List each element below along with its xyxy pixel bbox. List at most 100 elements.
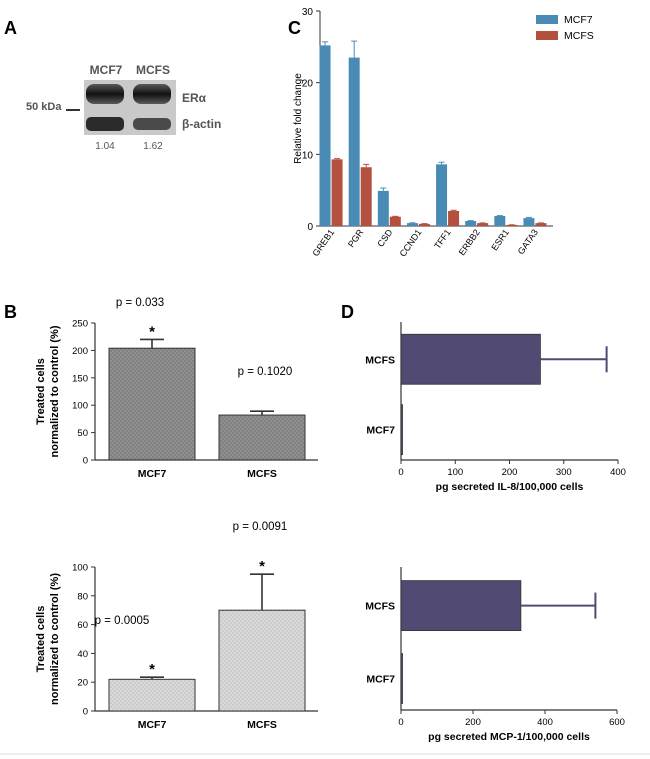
bar-mcfs xyxy=(506,224,518,226)
band-label-actin: β-actin xyxy=(182,117,221,131)
bar-mcf7 xyxy=(400,653,403,704)
p-value-label: p = 0.1020 xyxy=(238,366,293,378)
chart-c-fold-change: 0 10 20 30 Relative fold change GREB1 PGR CSD CC… xyxy=(293,7,594,259)
y-tick-label: 0 xyxy=(83,707,88,718)
bar-mcf7 xyxy=(406,223,418,226)
panel-label-d: D xyxy=(341,302,354,322)
y-tick-label: 30 xyxy=(302,7,314,18)
y-tick-label: 0 xyxy=(307,222,313,233)
band-label-era: ERα xyxy=(182,91,207,105)
x-tick-label: GATA3 xyxy=(516,227,540,256)
band-actin-mcfs xyxy=(133,118,171,130)
y-tick-label: 0 xyxy=(83,456,88,467)
x-tick-label: 300 xyxy=(556,467,572,478)
chart-b1-treated-cells: 0 50 100 150 200 250 Treated cells normalized t… xyxy=(35,297,318,480)
bar-mcfs xyxy=(448,210,460,226)
bar-mcf7 xyxy=(319,45,331,227)
significance-star: * xyxy=(149,661,155,678)
chart-d1-il8: 0 100 200 300 400 pg secreted IL-8/100,000 ce… xyxy=(365,322,626,493)
x-axis-label: pg secreted MCP-1/100,000 cells xyxy=(428,731,590,743)
y-tick-label: 20 xyxy=(302,79,314,90)
legend-label-mcf7: MCF7 xyxy=(564,14,593,26)
y-tick-label: 250 xyxy=(72,319,88,330)
y-axis-label: Treated cells xyxy=(35,606,47,673)
legend-swatch-mcf7 xyxy=(536,15,558,24)
bar-mcfs xyxy=(389,216,401,226)
y-tick-label: 80 xyxy=(77,591,88,602)
p-value-label: p = 0.0091 xyxy=(233,521,288,533)
y-tick-label: 200 xyxy=(72,346,88,357)
p-value-label: p = 0.0005 xyxy=(95,615,150,627)
x-tick-label: 400 xyxy=(537,717,553,728)
bar-mcfs xyxy=(400,333,541,385)
y-tick-label: 10 xyxy=(302,150,314,161)
panel-label-c: C xyxy=(288,18,301,38)
bar-mcfs xyxy=(418,223,430,226)
chart-d2-mcp1: 0 200 400 600 pg secreted MCP-1/100,000 cell… xyxy=(365,567,625,743)
bar-mcfs xyxy=(218,609,306,712)
y-tick-label: 100 xyxy=(72,401,88,412)
lane-label-mcf7: MCF7 xyxy=(90,63,123,77)
x-tick-label: CCND1 xyxy=(398,227,424,258)
x-tick-label: 0 xyxy=(398,467,403,478)
band-era-mcfs xyxy=(133,84,171,104)
panel-label-a: A xyxy=(4,18,17,38)
ratio-mcfs: 1.62 xyxy=(143,141,163,152)
x-tick-label: GREB1 xyxy=(311,227,337,258)
y-axis-label: normalized to control (%) xyxy=(49,573,61,705)
y-axis-label: Relative fold change xyxy=(293,73,304,164)
bar-mcf7 xyxy=(377,190,389,226)
x-tick-label: MCFS xyxy=(247,719,277,731)
significance-star: * xyxy=(259,558,265,575)
bar-mcfs xyxy=(331,159,343,226)
bar-mcf7 xyxy=(400,404,403,456)
panel-label-b: B xyxy=(4,302,17,322)
legend-label-mcfs: MCFS xyxy=(564,30,594,42)
y-tick-label: 150 xyxy=(72,373,88,384)
band-actin-mcf7 xyxy=(86,117,124,131)
y-tick-label: 20 xyxy=(77,678,88,689)
western-blot: MCF7 MCFS 50 kDa ERα β-actin 1.04 1.62 xyxy=(26,63,221,152)
bar-mcf7 xyxy=(494,215,506,226)
x-tick-label: MCF7 xyxy=(138,719,167,731)
x-tick-label: PGR xyxy=(346,227,366,249)
x-tick-label: 200 xyxy=(465,717,481,728)
y-tick-label: MCF7 xyxy=(366,674,395,686)
x-tick-label: MCFS xyxy=(247,468,277,480)
y-tick-label: MCF7 xyxy=(366,425,395,437)
y-tick-label: 40 xyxy=(77,649,88,660)
x-tick-label: 100 xyxy=(447,467,463,478)
bar-mcf7 xyxy=(465,220,477,226)
bar-mcf7 xyxy=(523,218,535,226)
bar-mcf7 xyxy=(108,347,196,461)
bar-mcfs xyxy=(477,223,489,226)
marker-label: 50 kDa xyxy=(26,101,62,113)
p-value-label: p = 0.033 xyxy=(116,297,164,309)
x-tick-label: MCF7 xyxy=(138,468,167,480)
bar-mcf7 xyxy=(108,678,196,712)
x-tick-label: 200 xyxy=(502,467,518,478)
y-axis-label: normalized to control (%) xyxy=(49,325,61,457)
x-tick-label: TFF1 xyxy=(432,227,453,250)
x-tick-label: CSD xyxy=(375,227,394,249)
x-tick-label: 0 xyxy=(398,717,403,728)
band-era-mcf7 xyxy=(86,84,124,104)
bar-mcfs xyxy=(400,580,522,632)
y-tick-label: 60 xyxy=(77,620,88,631)
chart-b2-treated-cells: 0 20 40 60 80 100 Treated cells normalized to c… xyxy=(35,521,318,731)
y-tick-label: 50 xyxy=(77,428,88,439)
x-tick-label: ERBB2 xyxy=(457,227,482,257)
bar-mcfs xyxy=(360,167,372,226)
significance-star: * xyxy=(149,323,155,340)
x-tick-label: 400 xyxy=(610,467,626,478)
bar-mcfs xyxy=(218,414,306,461)
legend-swatch-mcfs xyxy=(536,31,558,40)
y-tick-label: MCFS xyxy=(365,354,395,366)
bar-mcf7 xyxy=(348,57,360,227)
x-tick-label: 600 xyxy=(609,717,625,728)
lane-label-mcfs: MCFS xyxy=(136,63,170,77)
x-tick-label: ESR1 xyxy=(489,227,511,252)
bar-mcfs xyxy=(535,223,547,226)
y-tick-label: 100 xyxy=(72,563,88,574)
y-axis-label: Treated cells xyxy=(35,358,47,425)
